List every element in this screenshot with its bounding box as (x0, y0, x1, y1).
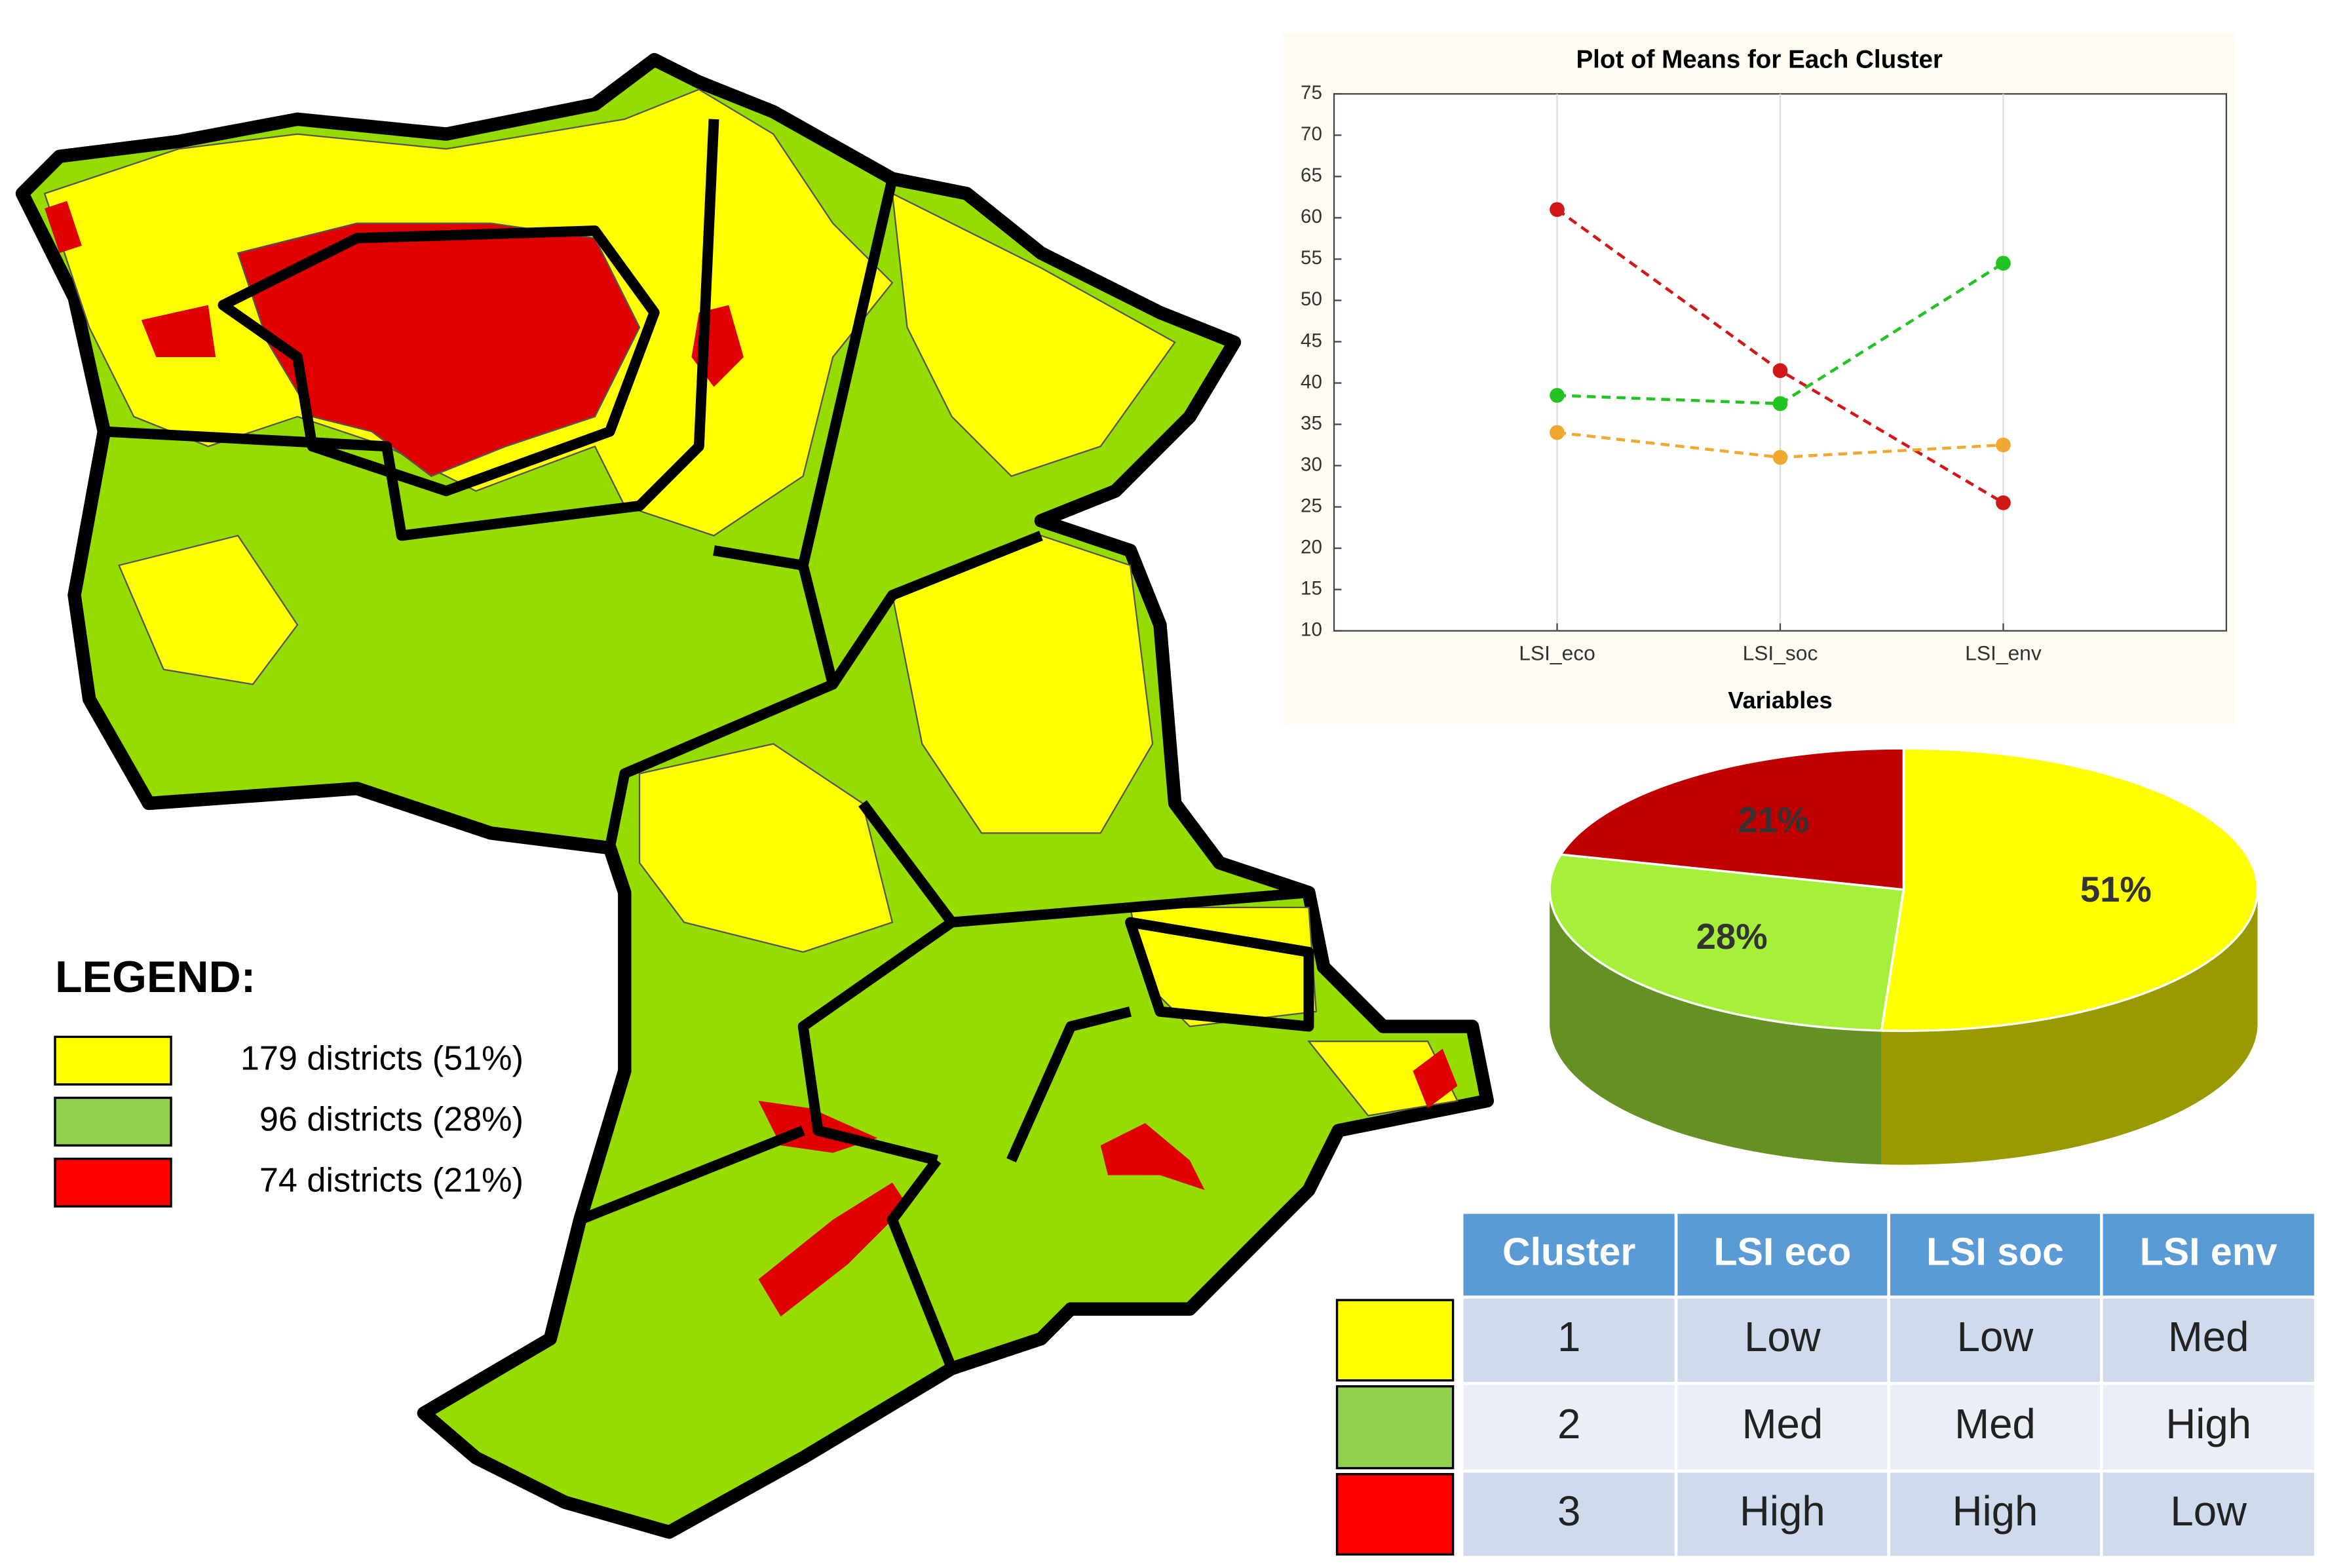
pie-side (1881, 889, 2258, 1165)
y-tick-label: 25 (1301, 495, 1322, 516)
data-point (1550, 202, 1565, 218)
x-axis-label: Variables (1728, 687, 1832, 714)
data-point (1772, 449, 1788, 465)
cell-text: Med (2168, 1314, 2249, 1360)
y-tick-label: 45 (1301, 330, 1322, 351)
map (15, 52, 1495, 1539)
data-point (1550, 425, 1565, 440)
map-region (638, 743, 894, 953)
pie-label: 28% (1696, 917, 1768, 957)
y-tick-label: 65 (1301, 164, 1322, 186)
map-district (45, 201, 82, 254)
y-tick-label: 75 (1301, 82, 1322, 104)
pie-slice (1548, 853, 1905, 1032)
legend-swatch (54, 1157, 172, 1208)
table-cell (1674, 1469, 1890, 1559)
table-cell (1887, 1381, 2103, 1473)
table-cell (2099, 1381, 2317, 1473)
y-tick-label: 15 (1301, 577, 1322, 599)
legend-label: 96 districts (28%) (259, 1101, 524, 1139)
cell-text: Low (1957, 1314, 2034, 1360)
cell-text: 3 (1557, 1488, 1580, 1535)
map-region (1307, 1041, 1459, 1117)
cell-text: 1 (1557, 1314, 1580, 1360)
cell-text: Low (2170, 1488, 2247, 1535)
y-tick-label: 35 (1301, 412, 1322, 434)
legend-label: 179 districts (51%) (240, 1039, 524, 1077)
header-cell (1887, 1210, 2103, 1299)
cell-text: High (1740, 1488, 1825, 1535)
x-tick-label: LSI_env (1965, 641, 2042, 664)
chart-title: Plot of Means for Each Cluster (1576, 46, 1942, 74)
x-tick-label: LSI_eco (1519, 641, 1595, 664)
y-tick-label: 40 (1301, 371, 1322, 392)
map-region (891, 192, 1176, 477)
pie-slice (1559, 747, 1905, 891)
header-text: LSI soc (1926, 1230, 2064, 1273)
cell-text: Low (1744, 1314, 1821, 1360)
y-tick-label: 70 (1301, 123, 1322, 145)
x-tick-label: LSI_soc (1743, 641, 1818, 664)
data-point (1550, 388, 1565, 403)
cell-text: Med (1954, 1401, 2036, 1447)
header-text: LSI env (2140, 1230, 2278, 1273)
map-district (1100, 1123, 1205, 1191)
line-chart: Plot of Means for Each Cluster Variables 1… (1282, 33, 2236, 725)
table-cell (2099, 1295, 2317, 1385)
table-cell (2099, 1469, 2317, 1559)
data-point (1772, 396, 1788, 411)
y-tick-label: 55 (1301, 247, 1322, 269)
header-cell (1674, 1210, 1890, 1299)
legend-title: LEGEND: (55, 952, 256, 1002)
cell-text: High (2165, 1401, 2251, 1447)
row-swatch (1335, 1299, 1455, 1382)
y-tick-label: 20 (1301, 536, 1322, 558)
pie-slice (1880, 747, 2259, 1032)
table-cell (1887, 1295, 2103, 1385)
pie-label: 51% (2080, 870, 2152, 909)
data-point (1996, 495, 2011, 510)
pie-side (1550, 889, 1882, 1165)
table-cell (1460, 1381, 1678, 1473)
table: Cluster LSI eco LSI soc LSI env 1 Low Low Med 2 M… (1335, 1210, 2317, 1559)
cell-text: Med (1742, 1401, 1823, 1447)
map-district (141, 305, 216, 358)
table-cell (1674, 1381, 1890, 1473)
map-district (1413, 1048, 1458, 1109)
header-text: Cluster (1502, 1230, 1635, 1273)
map-district (758, 1182, 907, 1317)
pie-chart: 51% 28% 21% (1548, 747, 2259, 1165)
data-point (1772, 363, 1788, 378)
y-tick-label: 10 (1301, 619, 1322, 641)
legend-swatch (54, 1096, 172, 1147)
pie-label: 21% (1738, 800, 1809, 840)
y-tick-label: 50 (1301, 288, 1322, 310)
cell-text: High (1953, 1488, 2038, 1535)
map-region (891, 535, 1154, 834)
legend-swatch (54, 1035, 172, 1086)
row-swatch (1335, 1472, 1455, 1556)
y-tick-label: 60 (1301, 206, 1322, 227)
row-swatch (1335, 1385, 1455, 1470)
legend-label: 74 districts (21%) (259, 1162, 524, 1200)
data-point (1996, 437, 2011, 453)
header-text: LSI eco (1713, 1230, 1851, 1273)
header-cell (1460, 1210, 1678, 1299)
legend: LEGEND: 179 districts (51%) 96 districts … (54, 952, 524, 1208)
data-point (1996, 256, 2011, 271)
map-region (118, 535, 299, 685)
y-tick-label: 30 (1301, 453, 1322, 475)
header-cell (2099, 1210, 2317, 1299)
map-borders (104, 119, 1314, 1371)
cell-text: 2 (1557, 1401, 1580, 1447)
